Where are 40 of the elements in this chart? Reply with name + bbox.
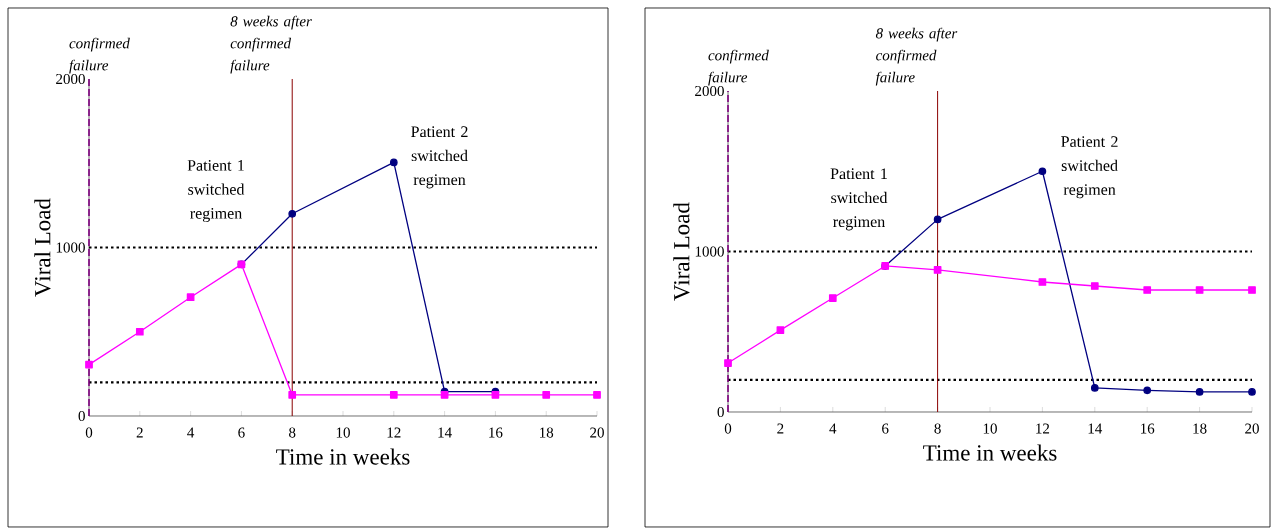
- y-tick-label: 0: [717, 406, 724, 418]
- x-tick-label: 16: [1141, 423, 1155, 434]
- y-axis-title: Viral Load: [673, 202, 690, 301]
- y-tick-label: 2000: [56, 73, 85, 85]
- x-tick-label: 12: [1036, 423, 1050, 434]
- x-tick-label: 10: [336, 427, 350, 438]
- ref-line-label: confirmed failure: [69, 37, 130, 74]
- x-tick-label: 20: [1245, 423, 1259, 434]
- annotation: Patient 1 switched regimen: [830, 168, 888, 231]
- x-tick-label: 4: [829, 423, 837, 434]
- x-tick-label: 2: [777, 423, 784, 434]
- x-tick-label: 14: [1088, 423, 1103, 434]
- x-tick-label: 8: [934, 423, 941, 434]
- y-tick-label: 0: [78, 410, 85, 422]
- x-tick-label: 14: [438, 427, 452, 438]
- x-tick-label: 8: [289, 427, 296, 438]
- ref-line-label: 8 weeks after confirmed failure: [875, 27, 958, 86]
- y-tick-label: 1000: [695, 246, 724, 257]
- x-tick-label: 6: [238, 427, 245, 438]
- x-tick-label: 6: [882, 423, 889, 434]
- annotation: Patient 2 switched regimen: [411, 126, 468, 189]
- x-axis-title: Time in weeks: [276, 448, 410, 465]
- ref-line-label: confirmed failure: [708, 49, 769, 86]
- x-tick-label: 18: [1193, 423, 1207, 434]
- y-tick-label: 2000: [695, 85, 724, 97]
- x-tick-label: 18: [540, 427, 554, 438]
- y-tick-label: 1000: [56, 242, 85, 253]
- annotation: Patient 1 switched regimen: [187, 160, 245, 223]
- annotation: Patient 2 switched regimen: [1061, 136, 1118, 199]
- x-tick-label: 0: [724, 423, 732, 434]
- x-tick-label: 20: [590, 427, 604, 438]
- x-axis-title: Time in weeks: [923, 444, 1057, 461]
- ref-line-label: 8 weeks after confirmed failure: [230, 15, 312, 74]
- x-tick-label: 0: [85, 427, 93, 438]
- x-tick-label: 10: [983, 423, 997, 434]
- x-tick-label: 16: [489, 427, 503, 438]
- x-tick-label: 12: [387, 427, 401, 438]
- y-axis-title: Viral Load: [34, 198, 51, 297]
- x-tick-label: 4: [187, 427, 195, 438]
- x-tick-label: 2: [136, 427, 143, 438]
